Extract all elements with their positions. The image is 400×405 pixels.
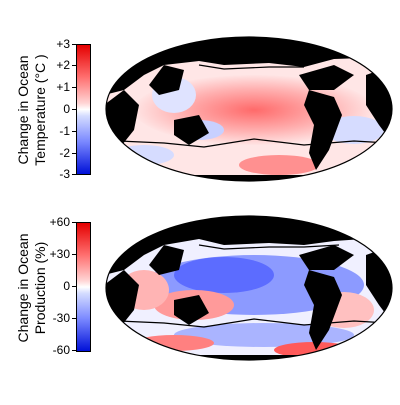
production-tick: 0 [34,279,76,293]
temperature-tick: -3 [34,167,76,181]
temperature-label-line-1: Change in Ocean [15,55,31,165]
production-panel: Change in Ocean Production (%) +60 +30 0… [0,215,400,361]
production-world-map [105,215,393,361]
temperature-tick: -1 [34,124,76,138]
production-label-line-1: Change in Ocean [15,233,31,343]
temperature-tick: 0 [34,102,76,116]
temperature-panel: Change in Ocean Temperature (°C ) +3 +2 … [0,35,400,185]
production-tick: +30 [34,247,76,261]
temperature-world-map [105,36,393,182]
temperature-tick: +1 [34,80,76,94]
production-colorbar [76,222,91,352]
temperature-colorbar [76,44,91,175]
production-tick: -30 [34,311,76,325]
temperature-tick: -2 [34,146,76,160]
temperature-tick: +3 [34,37,76,51]
production-tick: -60 [34,343,76,357]
temperature-tick: +2 [34,58,76,72]
production-tick: +60 [34,215,76,229]
